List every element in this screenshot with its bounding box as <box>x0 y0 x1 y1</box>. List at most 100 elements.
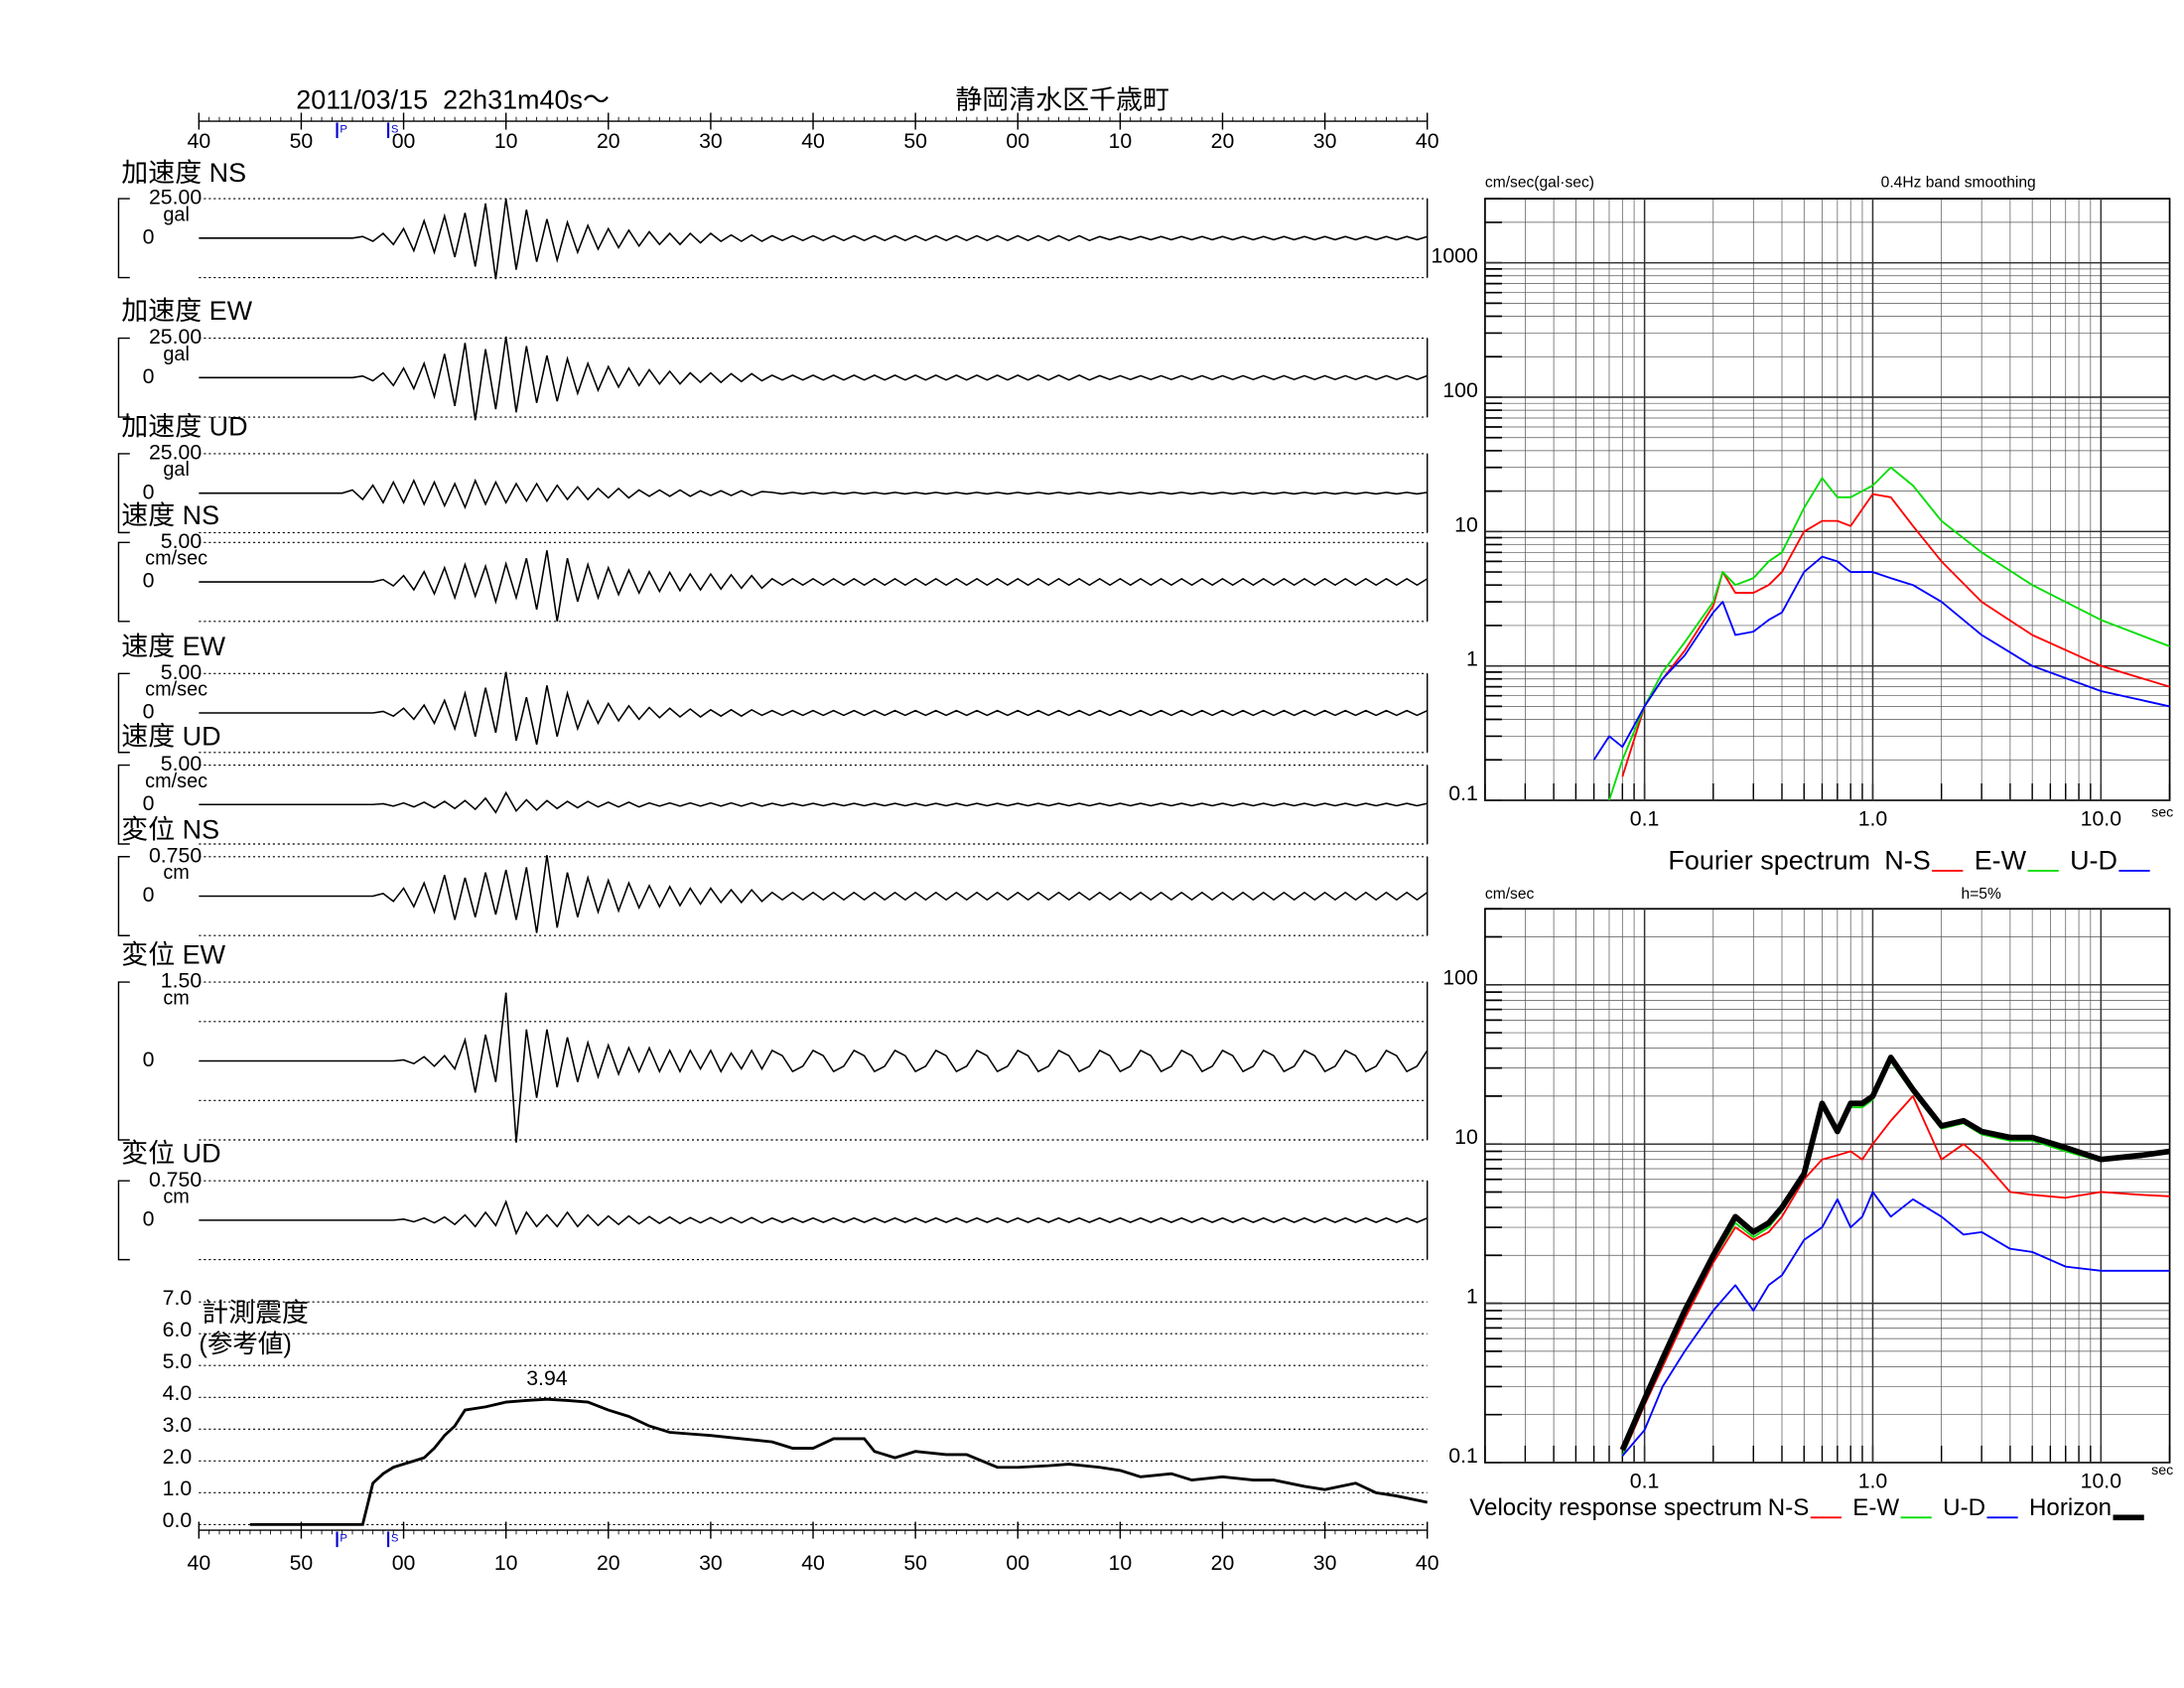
y-tick-label: 7.0 <box>163 1286 193 1310</box>
y-axis-label: cm/sec <box>1485 886 1535 903</box>
y-tick-label: 5.00 <box>161 752 202 775</box>
x-tick-label: 40 <box>1416 1551 1439 1575</box>
spectrum-line <box>1608 466 2170 801</box>
phase-label: P <box>340 124 347 136</box>
x-tick-label: 10 <box>1109 129 1133 153</box>
panel-bracket <box>117 337 130 418</box>
panel-bracket <box>117 1180 130 1261</box>
y-tick-label: 3.0 <box>163 1413 193 1437</box>
spectrum-line <box>1619 1055 2170 1452</box>
y-tick-label: 1 <box>1466 1285 1478 1309</box>
legend-label: U-D <box>2070 846 2117 876</box>
x-tick-label: 20 <box>597 129 620 153</box>
annotation: 0.4Hz band smoothing <box>1881 175 2036 192</box>
legend-title: Fourier spectrum <box>1668 846 1870 876</box>
y-tick-label: 1 <box>1466 647 1478 671</box>
panel-name: 加速度 EW <box>121 296 252 326</box>
legend-label: E-W <box>1852 1494 1899 1521</box>
panel-bracket <box>117 856 130 936</box>
y-tick-label: 100 <box>1442 378 1477 402</box>
y-tick-label: 0 <box>143 1207 155 1231</box>
x-tick-label: 30 <box>699 1551 723 1575</box>
panel-name: 変位 NS <box>121 814 219 844</box>
panel-bracket <box>117 981 130 1141</box>
legend-label: N-S <box>1768 1494 1810 1521</box>
x-axis-label: sec <box>2151 1463 2173 1478</box>
unit-label: gal <box>163 344 190 365</box>
waveform <box>199 550 1429 622</box>
panel-name: 加速度 NS <box>121 158 246 188</box>
intensity-line <box>249 1397 1429 1526</box>
spectrum-line <box>1592 555 2170 761</box>
y-tick-label: 25.00 <box>149 325 202 349</box>
x-tick-label: 00 <box>1006 1551 1029 1575</box>
legend-label: E-W <box>1975 846 2027 876</box>
y-tick-label: 25.00 <box>149 186 202 210</box>
y-tick-label: 0.750 <box>149 1168 202 1192</box>
x-tick-label: 1.0 <box>1858 1469 1888 1492</box>
y-tick-label: 0 <box>143 569 155 593</box>
panel-name: 速度 EW <box>121 632 225 661</box>
x-tick-label: 1.0 <box>1858 807 1888 831</box>
x-tick-label: 10.0 <box>2081 1469 2121 1492</box>
waveform <box>199 855 1429 933</box>
legend-title: Velocity response spectrum <box>1469 1494 1762 1521</box>
panel-name: 速度 UD <box>121 722 220 752</box>
x-tick-label: 10.0 <box>2081 807 2121 831</box>
spectrum-line <box>1621 1094 2170 1457</box>
y-tick-label: 0 <box>143 224 155 248</box>
phase-label: P <box>340 1533 347 1545</box>
panel-name: 加速度 UD <box>121 412 247 442</box>
x-tick-label: 20 <box>1211 1551 1235 1575</box>
peak-label: 3.94 <box>526 1366 568 1390</box>
panel-name: 変位 UD <box>121 1139 220 1169</box>
intensity-subtitle: (参考値) <box>199 1331 292 1358</box>
spectrum-line <box>1621 492 2170 777</box>
y-tick-label: 5.00 <box>161 660 202 684</box>
x-tick-label: 50 <box>290 1551 314 1575</box>
x-tick-label: 40 <box>1416 129 1439 153</box>
x-tick-label: 10 <box>494 1551 518 1575</box>
x-tick-label: 00 <box>392 129 416 153</box>
y-tick-label: 0 <box>143 364 155 388</box>
x-tick-label: 20 <box>597 1551 620 1575</box>
x-tick-label: 40 <box>188 1551 211 1575</box>
waveform <box>199 1199 1429 1236</box>
waveform <box>199 198 1428 280</box>
panel-bracket <box>117 672 130 754</box>
x-tick-label: 50 <box>290 129 314 153</box>
annotation: h=5% <box>1962 886 2001 903</box>
station-name: 静岡清水区千歳町 <box>955 84 1169 114</box>
panel-bracket <box>117 541 130 623</box>
x-tick-label: 40 <box>801 1551 825 1575</box>
phase-label: S <box>391 124 399 136</box>
unit-label: cm <box>163 987 189 1009</box>
y-tick-label: 10 <box>1454 512 1478 536</box>
y-tick-label: 0.750 <box>149 843 202 867</box>
waveform <box>199 478 1428 510</box>
panel-bracket <box>117 198 130 279</box>
x-tick-label: 30 <box>1313 129 1337 153</box>
x-tick-label: 40 <box>801 129 825 153</box>
y-axis-label: cm/sec(gal·sec) <box>1485 175 1594 192</box>
unit-label: cm <box>163 862 189 884</box>
y-tick-label: 100 <box>1442 966 1477 990</box>
x-tick-label: 10 <box>494 129 518 153</box>
y-tick-label: 1.0 <box>163 1477 193 1500</box>
y-tick-label: 0.1 <box>1448 781 1478 805</box>
y-tick-label: 0 <box>143 1048 155 1071</box>
waveform <box>199 790 1428 814</box>
y-tick-label: 6.0 <box>163 1318 193 1341</box>
x-tick-label: 00 <box>392 1551 416 1575</box>
y-tick-label: 1000 <box>1432 244 1478 268</box>
x-tick-label: 20 <box>1211 129 1235 153</box>
phase-label: S <box>391 1533 399 1545</box>
x-tick-label: 0.1 <box>1630 1469 1660 1492</box>
unit-label: cm/sec <box>145 771 207 792</box>
waveform <box>199 336 1428 421</box>
y-tick-label: 0 <box>143 480 155 503</box>
waveform <box>199 992 1429 1143</box>
unit-label: cm <box>163 1186 189 1207</box>
y-tick-label: 0.0 <box>163 1508 193 1532</box>
